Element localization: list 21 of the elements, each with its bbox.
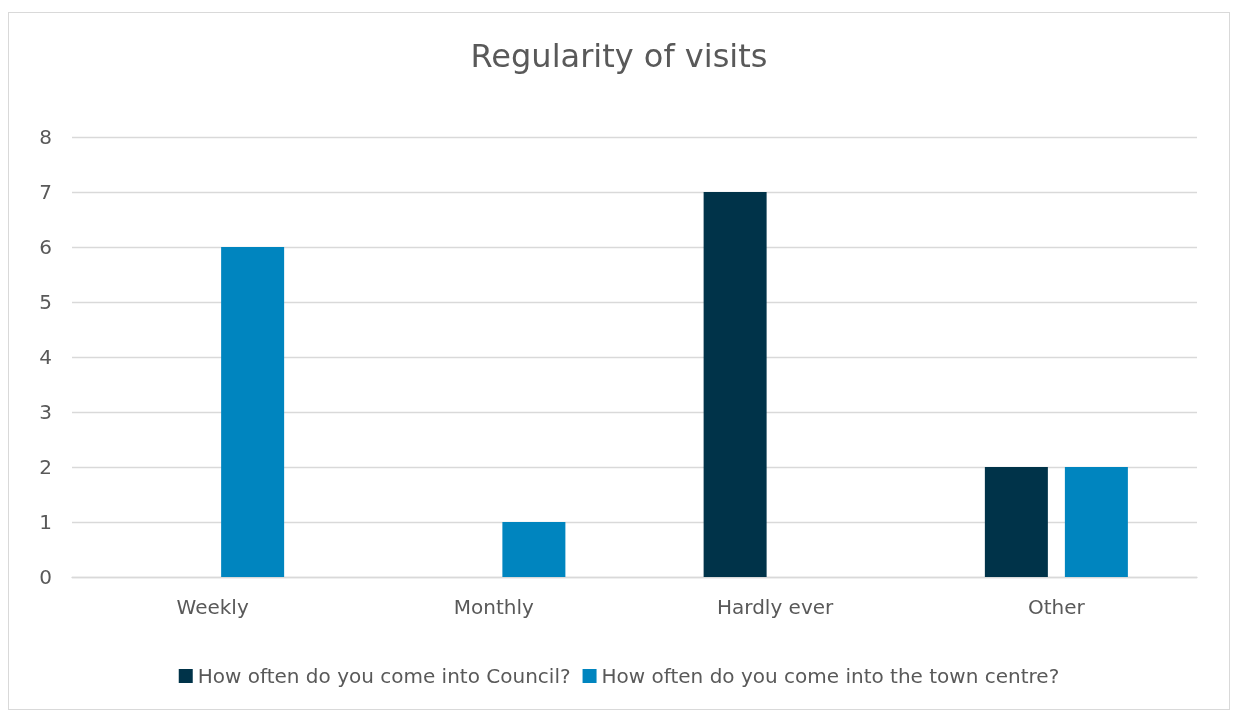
legend-label: How often do you come into Council? <box>197 664 571 688</box>
y-tick-label: 0 <box>39 565 52 589</box>
bar <box>502 522 566 577</box>
x-tick-label: Hardly ever <box>716 595 835 619</box>
legend-label: How often do you come into the town centre? <box>601 664 1060 688</box>
y-tick-label: 6 <box>39 235 52 259</box>
y-tick-label: 5 <box>39 290 52 314</box>
bar <box>984 467 1048 577</box>
bar <box>221 247 285 577</box>
y-tick-label: 3 <box>39 400 52 424</box>
x-tick-label: Other <box>1027 595 1086 619</box>
y-tick-label: 1 <box>39 510 52 534</box>
chart-title: Regularity of visits <box>470 37 768 75</box>
y-tick-label: 2 <box>39 455 52 479</box>
y-tick-label: 4 <box>39 345 52 369</box>
bar <box>1064 467 1128 577</box>
y-tick-label: 8 <box>39 125 52 149</box>
y-tick-label: 7 <box>39 180 52 204</box>
x-tick-label: Monthly <box>453 595 535 619</box>
x-tick-label: Weekly <box>176 595 249 619</box>
bar <box>703 192 767 577</box>
